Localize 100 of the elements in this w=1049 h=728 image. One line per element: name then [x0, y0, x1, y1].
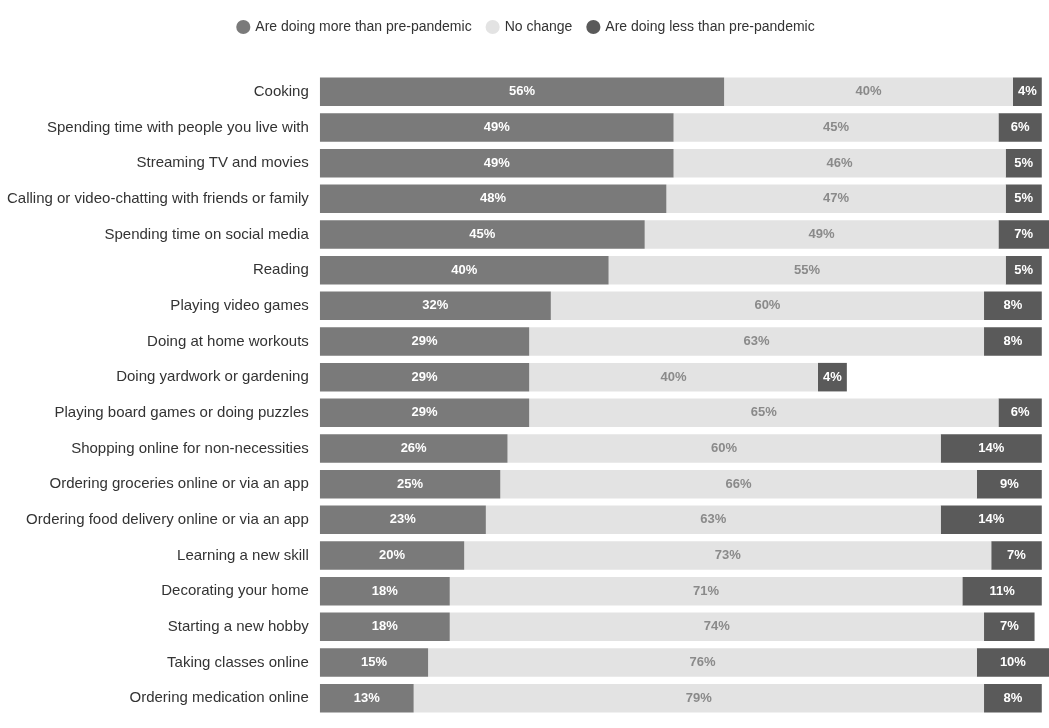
bar [962, 576, 1042, 606]
data-label: 46% [826, 154, 854, 170]
bar [413, 683, 985, 713]
data-label: 13% [353, 689, 381, 705]
y-tick-label: Calling or video-chatting with friends or family [7, 188, 310, 206]
data-label: 66% [725, 475, 752, 491]
bar [319, 469, 501, 499]
bar [319, 683, 414, 713]
data-label: 20% [378, 547, 406, 563]
data-label: 49% [483, 154, 511, 170]
bar [319, 327, 530, 356]
data-label: 45% [469, 226, 496, 242]
bar [976, 469, 1042, 499]
bar [529, 327, 985, 356]
bar [998, 220, 1049, 249]
bar [991, 541, 1042, 570]
bar [724, 77, 1013, 107]
data-label: 14% [978, 511, 1005, 527]
data-label: 8% [1003, 689, 1023, 705]
data-label: 9% [999, 475, 1020, 491]
bar [529, 362, 818, 392]
data-label: 29% [411, 404, 438, 420]
data-label: 29% [411, 333, 438, 349]
data-label: 79% [685, 689, 713, 705]
data-label: 23% [389, 511, 417, 527]
bar [319, 648, 429, 677]
data-label: 55% [794, 261, 821, 277]
data-label: 40% [855, 83, 882, 99]
bar [319, 505, 486, 535]
data-label: 5% [1014, 154, 1034, 170]
data-label: 63% [700, 511, 727, 527]
y-tick-label: Learning a new skill [177, 545, 309, 563]
y-tick-label: Streaming TV and movies [136, 153, 309, 171]
data-label: 18% [371, 582, 399, 598]
bar [449, 576, 963, 606]
data-label: 49% [808, 226, 836, 242]
bar [319, 612, 450, 642]
y-tick-label: Playing board games or doing puzzles [54, 402, 309, 420]
bar [428, 648, 977, 677]
y-tick-label: Playing video games [170, 295, 309, 313]
bar [673, 148, 1006, 178]
bar [449, 612, 985, 642]
bar [673, 113, 999, 142]
bar [464, 541, 992, 570]
bar [984, 327, 1042, 356]
data-label: 48% [480, 190, 507, 206]
legend-label: Are doing less than pre-pandemic [605, 17, 815, 34]
bar [319, 77, 725, 107]
data-label: 73% [714, 547, 742, 563]
bar [319, 398, 530, 428]
y-tick-label: Reading [252, 260, 309, 278]
data-label: 40% [660, 368, 688, 384]
bar [319, 255, 609, 285]
data-label: 65% [750, 404, 778, 420]
data-label: 10% [999, 654, 1027, 670]
bar [666, 184, 1006, 214]
data-label: 45% [823, 119, 850, 135]
data-label: 8% [1003, 297, 1023, 313]
data-label: 14% [978, 440, 1005, 456]
y-tick-label: Taking classes online [167, 652, 309, 670]
bar [319, 434, 508, 463]
bar [319, 113, 674, 142]
bar [984, 291, 1042, 321]
bar [998, 113, 1042, 142]
data-label: 60% [711, 440, 738, 456]
bar [507, 434, 941, 463]
bar [319, 184, 667, 214]
bar [319, 148, 674, 178]
y-tick-label: Ordering medication online [129, 688, 309, 706]
data-label: 5% [1014, 190, 1034, 206]
data-label: 15% [360, 654, 388, 670]
data-label: 60% [754, 297, 781, 313]
y-tick-label: Decorating your home [161, 581, 309, 599]
data-label: 4% [823, 368, 843, 384]
data-label: 32% [422, 297, 449, 313]
bar [984, 612, 1035, 642]
data-label: 18% [371, 618, 399, 634]
y-tick-label: Doing yardwork or gardening [116, 367, 309, 385]
data-label: 8% [1003, 333, 1023, 349]
data-label: 71% [693, 582, 720, 598]
data-label: 4% [1017, 83, 1038, 99]
data-label: 5% [1014, 261, 1034, 277]
legend-label: Are doing more than pre-pandemic [255, 17, 472, 34]
bar [550, 291, 985, 321]
bar [485, 505, 941, 535]
data-label: 29% [411, 368, 438, 384]
y-tick-label: Starting a new hobby [167, 616, 310, 634]
bar [319, 541, 465, 570]
legend-label: No change [504, 17, 573, 34]
data-label: 40% [451, 261, 478, 277]
data-label: 11% [989, 582, 1016, 598]
data-label: 47% [823, 190, 850, 206]
y-tick-label: Spending time with people you live with [46, 117, 309, 135]
data-label: 74% [703, 618, 731, 634]
y-tick-label: Spending time on social media [104, 224, 310, 242]
bar [319, 576, 450, 606]
bar [319, 362, 530, 392]
bar [940, 505, 1042, 535]
data-label: 56% [508, 83, 536, 99]
data-label: 25% [397, 475, 424, 491]
